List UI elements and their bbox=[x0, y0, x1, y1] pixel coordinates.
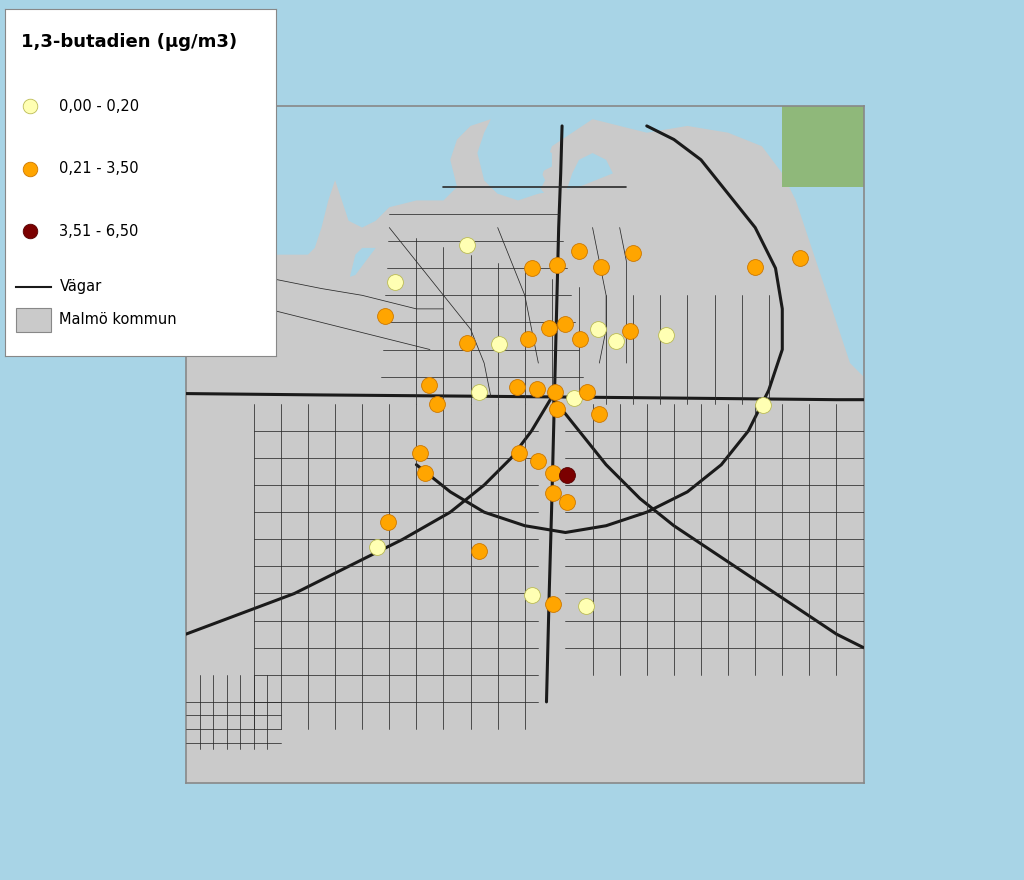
FancyBboxPatch shape bbox=[16, 308, 51, 332]
Point bbox=[755, 398, 771, 412]
Polygon shape bbox=[524, 146, 552, 173]
Point bbox=[520, 333, 537, 347]
Point bbox=[523, 588, 540, 602]
Point bbox=[578, 598, 594, 612]
Point bbox=[591, 407, 607, 421]
Point bbox=[549, 402, 565, 416]
Point bbox=[459, 238, 475, 252]
Point bbox=[369, 540, 385, 554]
Text: Malmö kommun: Malmö kommun bbox=[59, 312, 177, 327]
Point bbox=[657, 327, 674, 341]
Point bbox=[746, 260, 763, 274]
Point bbox=[412, 445, 428, 459]
Point bbox=[490, 337, 507, 351]
Point bbox=[528, 382, 545, 396]
Point bbox=[570, 245, 587, 259]
Point bbox=[417, 466, 433, 480]
Point bbox=[22, 224, 38, 238]
Point bbox=[471, 385, 487, 399]
Text: 1,3-butadien (μg/m3): 1,3-butadien (μg/m3) bbox=[22, 33, 238, 51]
Point bbox=[545, 597, 561, 611]
Point bbox=[541, 321, 557, 335]
Point bbox=[530, 454, 547, 468]
Point bbox=[523, 261, 540, 275]
Point bbox=[579, 385, 595, 399]
Text: Vägar: Vägar bbox=[59, 279, 101, 295]
Point bbox=[459, 335, 475, 349]
Polygon shape bbox=[484, 160, 545, 201]
Point bbox=[622, 324, 638, 338]
Point bbox=[792, 251, 808, 265]
Point bbox=[428, 397, 444, 411]
Point bbox=[590, 322, 606, 336]
Text: 3,51 - 6,50: 3,51 - 6,50 bbox=[59, 224, 139, 238]
Point bbox=[547, 385, 563, 399]
Point bbox=[511, 445, 527, 459]
Point bbox=[509, 380, 525, 394]
Point bbox=[545, 486, 561, 500]
Point bbox=[549, 258, 565, 272]
Point bbox=[557, 317, 573, 331]
Point bbox=[572, 333, 589, 347]
Point bbox=[545, 466, 561, 480]
Text: 0,21 - 3,50: 0,21 - 3,50 bbox=[59, 161, 139, 176]
Point bbox=[421, 378, 437, 392]
Polygon shape bbox=[782, 106, 863, 187]
Point bbox=[471, 545, 487, 559]
Point bbox=[559, 495, 575, 509]
Point bbox=[22, 162, 38, 176]
Point bbox=[377, 309, 393, 323]
Point bbox=[593, 260, 609, 274]
Point bbox=[386, 275, 402, 289]
Point bbox=[380, 516, 396, 530]
Polygon shape bbox=[200, 296, 254, 349]
Point bbox=[22, 99, 38, 114]
Point bbox=[559, 468, 575, 482]
Text: 0,00 - 0,20: 0,00 - 0,20 bbox=[59, 99, 139, 114]
Point bbox=[608, 334, 625, 348]
Point bbox=[625, 246, 641, 260]
Point bbox=[565, 392, 582, 406]
Polygon shape bbox=[186, 119, 863, 783]
